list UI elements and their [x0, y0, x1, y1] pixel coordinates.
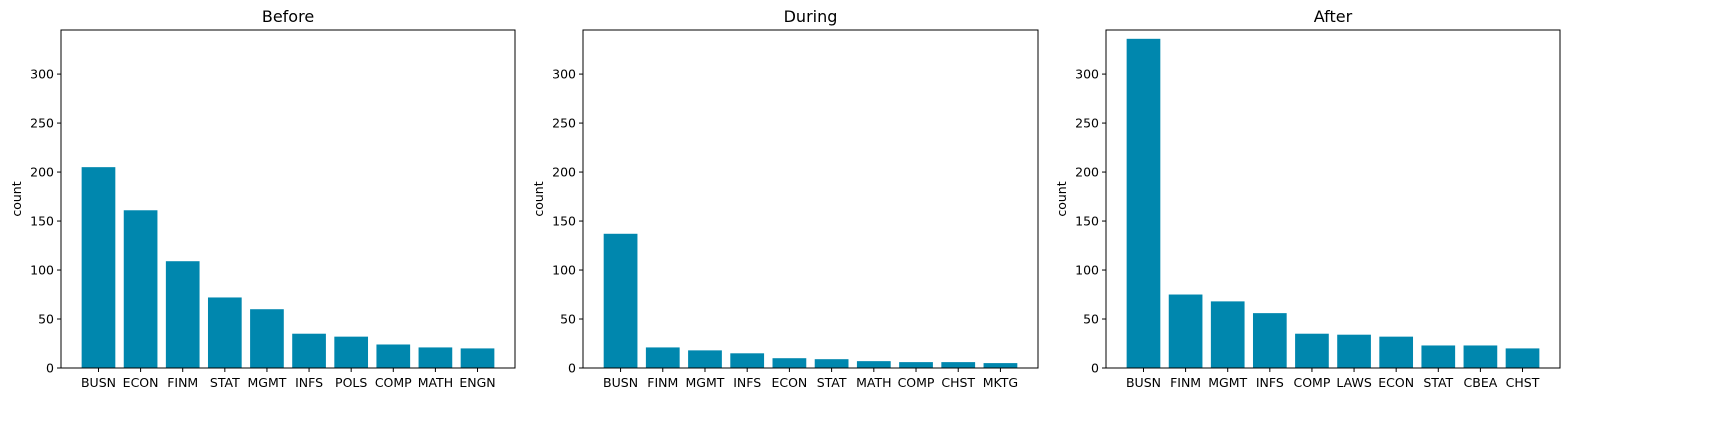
- bar-busn: [603, 233, 638, 368]
- bar-comp: [376, 344, 411, 368]
- y-tick-label: 300: [30, 67, 54, 82]
- bar-finm: [1168, 294, 1203, 368]
- bar-finm: [645, 347, 680, 368]
- y-tick-label: 50: [38, 312, 54, 327]
- x-tick-label: ECON: [771, 375, 807, 390]
- chart-title: After: [1314, 7, 1353, 26]
- y-tick-label: 100: [30, 263, 54, 278]
- x-tick-label: BUSN: [1126, 375, 1161, 390]
- x-tick-label: ECON: [1378, 375, 1414, 390]
- x-tick-label: FINM: [167, 375, 198, 390]
- y-tick-label: 50: [560, 312, 576, 327]
- axes-frame: [1105, 29, 1561, 369]
- y-tick-label: 0: [1091, 361, 1099, 376]
- bar-mgmt: [1210, 301, 1245, 368]
- bar-econ: [123, 210, 158, 368]
- bar-chst: [1505, 348, 1540, 368]
- y-tick-label: 150: [552, 214, 576, 229]
- y-axis-label: count: [531, 181, 546, 216]
- y-tick-label: 200: [30, 165, 54, 180]
- x-tick-label: CHST: [941, 375, 975, 390]
- y-tick-label: 250: [552, 116, 576, 131]
- x-tick-label: COMP: [375, 375, 412, 390]
- x-tick-label: COMP: [1293, 375, 1330, 390]
- x-tick-label: CHST: [1506, 375, 1540, 390]
- axes-frame: [582, 29, 1039, 369]
- x-tick-label: INFS: [1256, 375, 1284, 390]
- y-tick-label: 0: [568, 361, 576, 376]
- bar-comp: [899, 362, 933, 368]
- bar-engn: [460, 348, 495, 368]
- bar-stat: [207, 297, 242, 368]
- bar-mgmt: [688, 350, 722, 368]
- x-tick-label: POLS: [335, 375, 367, 390]
- chart-panel-3: After 0 50 100 150 200 250 300 BUSN FINM MGMT INFS C…: [1054, 7, 1561, 390]
- bar-pols: [334, 336, 369, 368]
- bar-comp: [1295, 333, 1329, 368]
- bar-stat: [1421, 345, 1456, 368]
- x-tick-label: FINM: [647, 375, 678, 390]
- bar-econ: [1379, 336, 1414, 368]
- y-tick-label: 150: [1075, 214, 1099, 229]
- bar-cbea: [1463, 345, 1498, 368]
- x-tick-label: BUSN: [603, 375, 638, 390]
- y-tick-label: 200: [552, 165, 576, 180]
- bar-infs: [730, 353, 765, 368]
- x-tick-label: ENGN: [459, 375, 495, 390]
- x-tick-label: MGMT: [1208, 375, 1247, 390]
- y-tick-label: 50: [1083, 312, 1099, 327]
- bar-infs: [1252, 313, 1287, 368]
- bar-busn: [81, 167, 116, 368]
- x-tick-label: FINM: [1170, 375, 1201, 390]
- y-tick-label: 100: [1075, 263, 1099, 278]
- bar-busn: [1126, 38, 1161, 369]
- y-tick-label: 150: [30, 214, 54, 229]
- bar-econ: [772, 358, 807, 368]
- chart-title: Before: [262, 7, 314, 26]
- x-tick-label: STAT: [210, 375, 240, 390]
- chart-title: During: [784, 7, 838, 26]
- bar-math: [418, 347, 453, 368]
- x-tick-label: COMP: [898, 375, 935, 390]
- x-tick-label: MKTG: [983, 375, 1018, 390]
- axes-frame: [60, 29, 516, 369]
- y-tick-label: 0: [46, 361, 54, 376]
- bar-infs: [292, 333, 326, 368]
- bar-math: [856, 361, 891, 368]
- y-axis-label: count: [1054, 181, 1069, 216]
- x-tick-label: INFS: [295, 375, 323, 390]
- y-axis-label: count: [9, 181, 24, 216]
- y-tick-label: 300: [1075, 67, 1099, 82]
- y-tick-label: 300: [552, 67, 576, 82]
- x-tick-label: INFS: [733, 375, 761, 390]
- x-tick-label: STAT: [817, 375, 847, 390]
- x-tick-label: CBEA: [1464, 375, 1498, 390]
- x-tick-label: MATH: [418, 375, 453, 390]
- y-tick-label: 100: [552, 263, 576, 278]
- y-tick-label: 250: [1075, 116, 1099, 131]
- bar-stat: [814, 359, 849, 368]
- x-tick-label: STAT: [1423, 375, 1453, 390]
- x-tick-label: BUSN: [81, 375, 116, 390]
- bar-chst: [941, 362, 976, 368]
- chart-panel-1: Before 0 50 100 150 200 250 300 BUSN ECON FINM STAT…: [9, 7, 516, 390]
- bar-laws: [1337, 334, 1371, 368]
- chart-panel-2: During 0 50 100 150 200 250 300 BUSN FINM MGMT INFS…: [531, 7, 1039, 390]
- x-tick-label: MGMT: [686, 375, 725, 390]
- x-tick-label: LAWS: [1336, 375, 1371, 390]
- x-tick-label: ECON: [123, 375, 159, 390]
- y-tick-label: 200: [1075, 165, 1099, 180]
- bar-finm: [165, 261, 200, 368]
- y-tick-label: 250: [30, 116, 54, 131]
- bar-mgmt: [250, 309, 284, 368]
- x-tick-label: MGMT: [247, 375, 286, 390]
- x-tick-label: MATH: [856, 375, 891, 390]
- bar-mktg: [983, 363, 1018, 368]
